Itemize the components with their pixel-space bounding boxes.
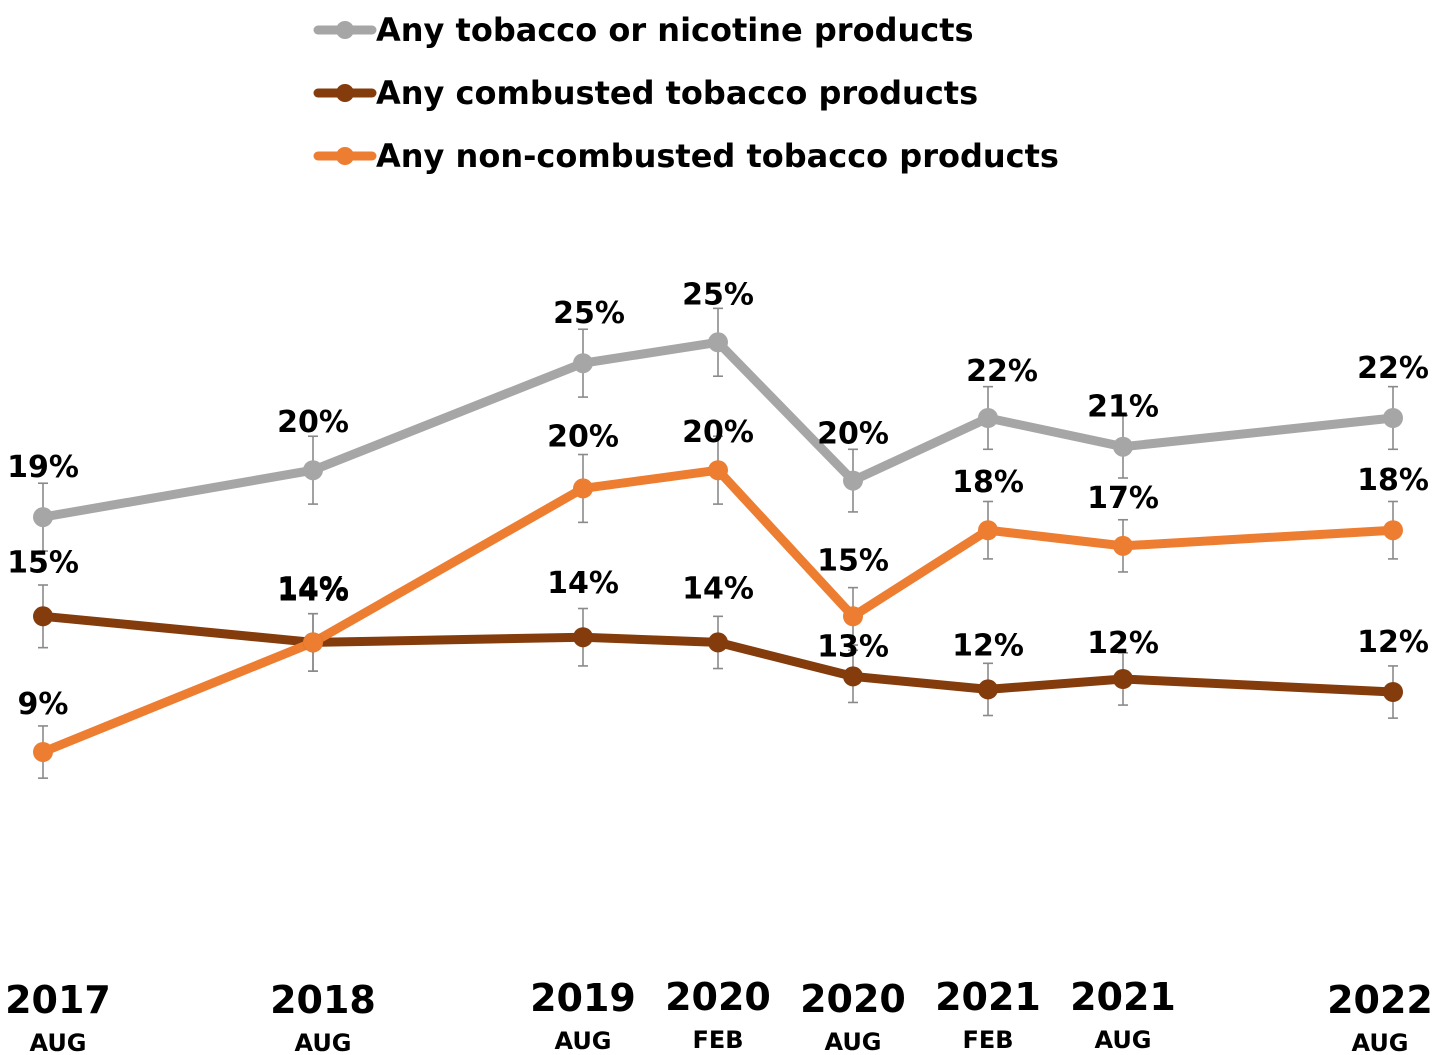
- data-label: 20%: [817, 417, 889, 452]
- data-label: 20%: [682, 415, 754, 450]
- legend-entry: Any non-combusted tobacco products: [313, 137, 1059, 175]
- x-tick-year: 2021: [1070, 975, 1176, 1019]
- x-tick-year: 2020: [665, 975, 771, 1019]
- data-label: 20%: [547, 419, 619, 454]
- data-label: 15%: [7, 545, 79, 580]
- legend-label: Any non-combusted tobacco products: [376, 137, 1059, 175]
- data-label: 25%: [553, 296, 625, 331]
- legend-marker: [336, 84, 354, 102]
- data-point: [708, 332, 728, 353]
- data-point: [573, 353, 593, 374]
- x-tick-label: 2021 AUG: [1070, 975, 1176, 1054]
- x-tick-month: AUG: [1094, 1026, 1151, 1054]
- data-point: [573, 627, 593, 648]
- data-point: [1383, 408, 1403, 428]
- data-point: [1383, 520, 1403, 541]
- data-label: 12%: [1087, 626, 1159, 661]
- legend-marker: [336, 21, 354, 39]
- data-label: 14%: [547, 566, 619, 601]
- data-label: 21%: [1087, 390, 1159, 425]
- data-point: [843, 606, 863, 627]
- data-point: [303, 632, 323, 653]
- data-point: [573, 478, 593, 499]
- data-point: [708, 460, 728, 481]
- x-axis-labels: 2017 AUG 2018 AUG 2019 AUG 2020 FEB 2020 AUG 2021 F…: [5, 975, 1433, 1055]
- data-point: [33, 606, 53, 627]
- x-tick-month: FEB: [692, 1026, 743, 1054]
- x-tick-month: AUG: [1351, 1029, 1408, 1055]
- x-tick-month: AUG: [554, 1027, 611, 1055]
- x-tick-month: AUG: [824, 1028, 881, 1055]
- x-tick-month: FEB: [962, 1026, 1013, 1054]
- x-tick-label: 2019 AUG: [530, 976, 636, 1055]
- data-label: 17%: [1087, 481, 1159, 516]
- data-point: [303, 460, 323, 481]
- x-tick-year: 2017: [5, 978, 111, 1022]
- data-label: 12%: [952, 628, 1024, 663]
- data-point: [33, 742, 53, 762]
- data-label: 20%: [277, 405, 349, 440]
- data-point: [708, 632, 728, 653]
- data-label: 18%: [952, 465, 1024, 500]
- data-label: 22%: [966, 354, 1038, 389]
- series-line: [38, 465, 1398, 757]
- legend-marker: [336, 147, 354, 165]
- data-point: [843, 666, 863, 687]
- x-tick-label: 2022 AUG: [1327, 978, 1433, 1055]
- x-tick-year: 2021: [935, 975, 1041, 1019]
- data-points: [33, 332, 1403, 762]
- data-label: 12%: [1357, 625, 1429, 660]
- data-point: [1113, 669, 1133, 689]
- data-point: [978, 679, 998, 700]
- chart-legend: Any tobacco or nicotine products Any comb…: [313, 11, 1059, 175]
- x-tick-year: 2020: [800, 977, 906, 1021]
- legend-label: Any combusted tobacco products: [376, 74, 978, 112]
- data-point: [978, 408, 998, 428]
- data-label: 14%: [682, 571, 754, 606]
- data-label: 19%: [7, 450, 79, 485]
- data-point: [1383, 682, 1403, 702]
- legend-entry: Any tobacco or nicotine products: [313, 11, 974, 49]
- x-tick-label: 2020 FEB: [665, 975, 771, 1054]
- data-label: 18%: [1357, 463, 1429, 498]
- data-label: 14%: [277, 573, 349, 608]
- legend-entry: Any combusted tobacco products: [313, 74, 978, 112]
- x-tick-label: 2017 AUG: [5, 978, 111, 1055]
- x-tick-month: AUG: [294, 1029, 351, 1055]
- data-point: [1113, 436, 1133, 457]
- data-point: [978, 520, 998, 541]
- x-tick-year: 2018: [270, 978, 376, 1022]
- data-point: [843, 470, 863, 491]
- data-point: [33, 507, 53, 528]
- x-tick-label: 2018 AUG: [270, 978, 376, 1055]
- data-label: 22%: [1357, 351, 1429, 386]
- data-label: 14%: [277, 571, 349, 606]
- data-label: 9%: [18, 687, 69, 722]
- series-line: [38, 611, 1398, 697]
- x-tick-label: 2020 AUG: [800, 977, 906, 1055]
- data-label: 15%: [817, 543, 889, 578]
- legend-label: Any tobacco or nicotine products: [376, 11, 974, 49]
- data-label: 25%: [682, 277, 754, 312]
- series-line: [38, 337, 1398, 522]
- series-lines: [38, 337, 1398, 757]
- x-tick-month: AUG: [29, 1029, 86, 1055]
- x-tick-label: 2021 FEB: [935, 975, 1041, 1054]
- x-tick-year: 2022: [1327, 978, 1433, 1022]
- x-tick-year: 2019: [530, 976, 636, 1020]
- data-labels: 19% 20% 25% 25% 20% 22% 21% 22% 15% 14% 14% 14% 13% 1…: [7, 277, 1429, 722]
- data-label: 13%: [817, 629, 889, 664]
- data-point: [1113, 535, 1133, 556]
